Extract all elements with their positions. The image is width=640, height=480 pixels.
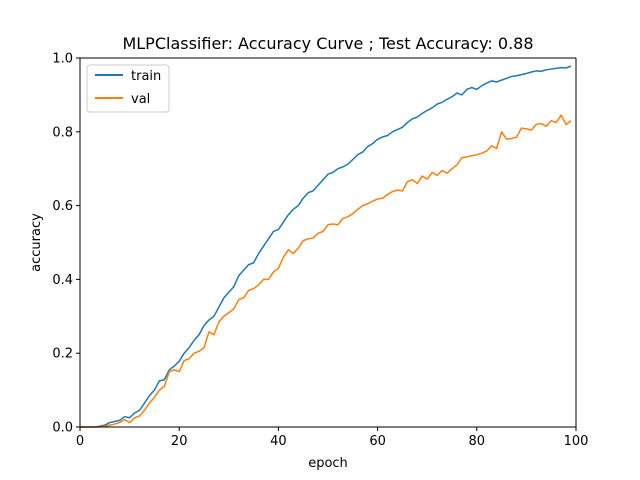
axes-layer: [79, 57, 577, 428]
chart-title: MLPClassifier: Accuracy Curve ; Test Acc…: [122, 34, 533, 53]
legend: train val: [86, 64, 170, 113]
x-ticks: 0 20 40 60 80 100: [76, 427, 589, 449]
series-line-train: [80, 65, 572, 428]
y-ticks: 0.0 0.2 0.4 0.6 0.8 1.0: [52, 52, 80, 436]
y-tick-label: 0.4: [52, 273, 73, 288]
x-tick-label: 0: [76, 434, 84, 449]
x-tick-label: 60: [369, 434, 386, 449]
y-tick-label: 0.2: [52, 347, 73, 362]
legend-label-train: train: [131, 69, 161, 84]
x-tick-label: 20: [171, 434, 188, 449]
y-tick-label: 1.0: [52, 52, 73, 67]
y-axis-label: accuracy: [29, 213, 44, 272]
series-line-val: [80, 114, 572, 428]
y-tick-label: 0.6: [52, 199, 73, 214]
x-tick-label: 100: [564, 434, 589, 449]
legend-label-val: val: [131, 92, 150, 107]
x-tick-label: 40: [270, 434, 287, 449]
plot-area: [80, 58, 576, 427]
series-layer: [80, 65, 572, 428]
x-tick-label: 80: [469, 434, 486, 449]
y-tick-label: 0.0: [52, 421, 73, 436]
x-axis-label: epoch: [308, 456, 348, 471]
y-tick-label: 0.8: [52, 125, 73, 140]
legend-frame: [86, 64, 170, 113]
